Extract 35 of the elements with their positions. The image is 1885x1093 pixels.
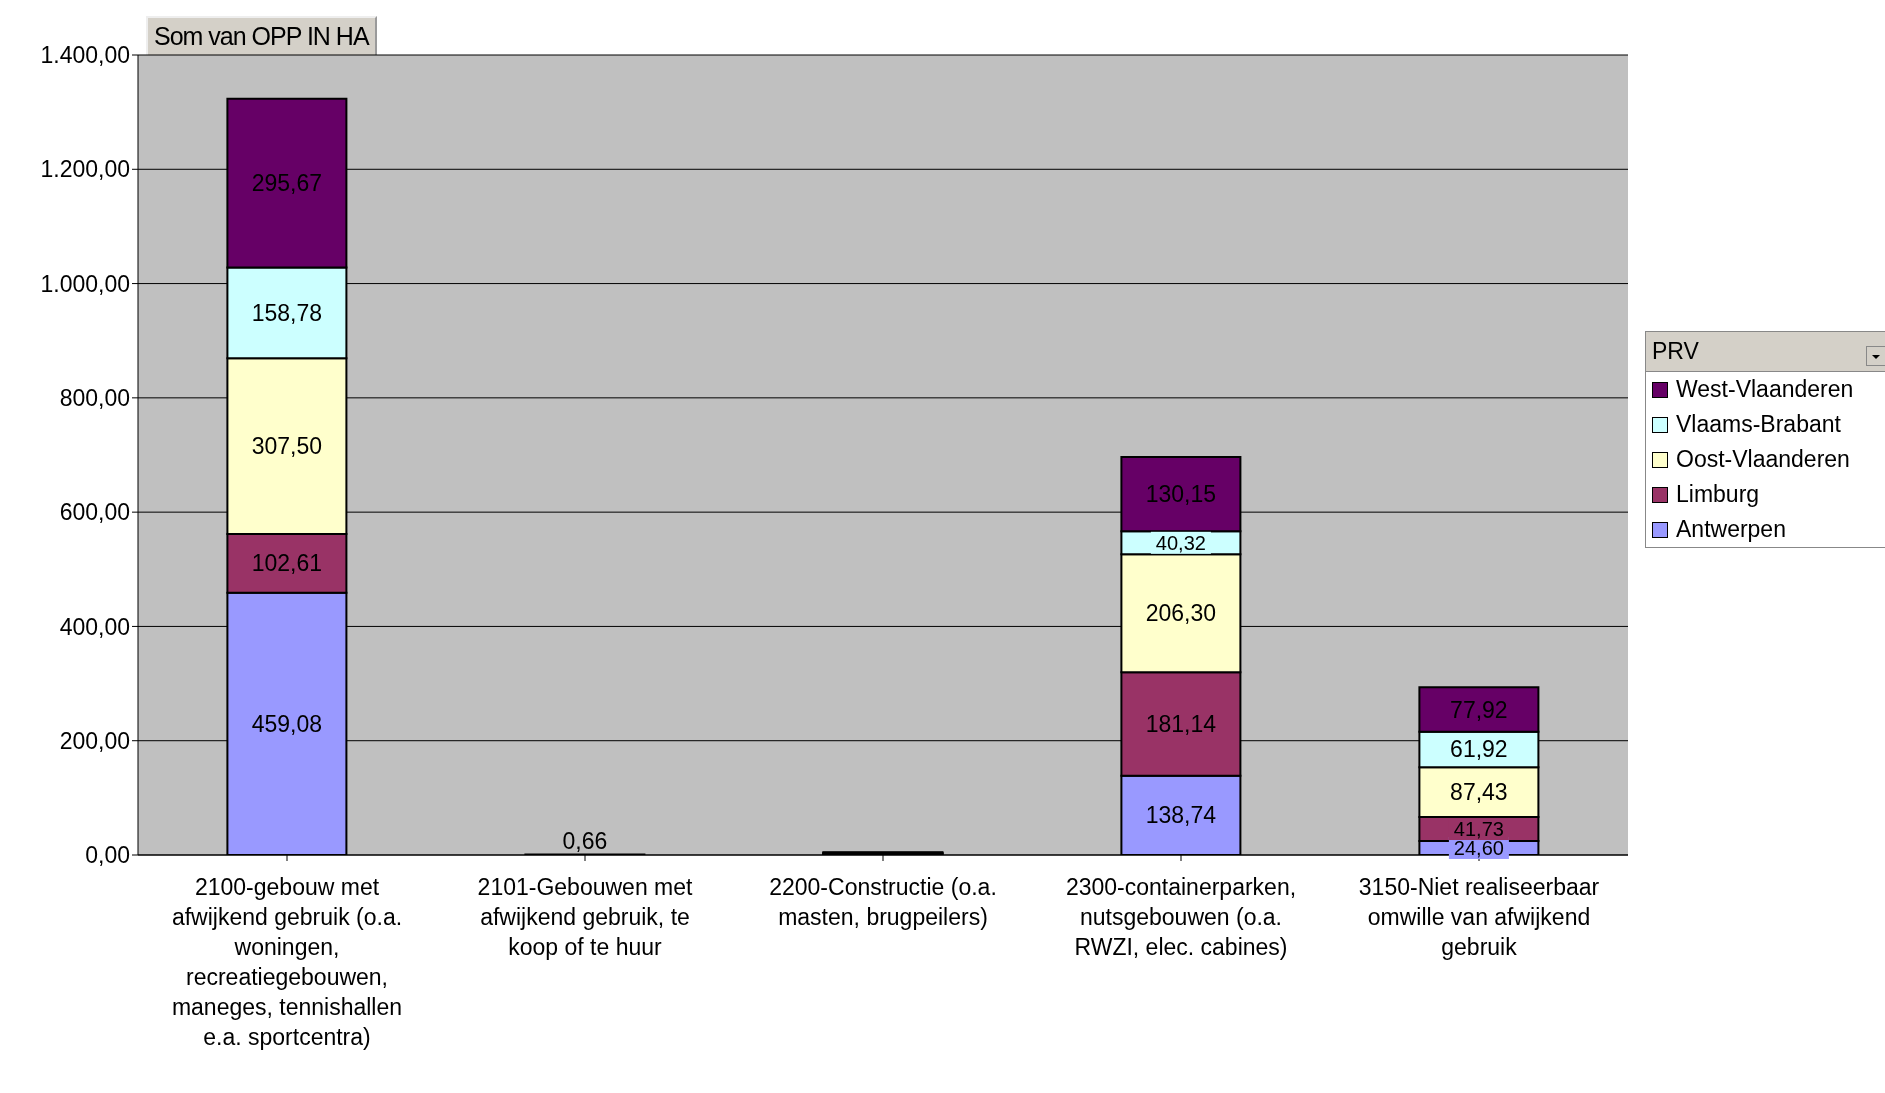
legend-label: Antwerpen <box>1676 516 1786 543</box>
data-label: 158,78 <box>251 300 323 326</box>
legend-label: West-Vlaanderen <box>1676 376 1854 403</box>
data-label: 130,15 <box>1145 481 1217 508</box>
y-tick-label: 0,00 <box>85 842 130 869</box>
y-tick-label: 400,00 <box>59 613 130 640</box>
y-tick-label: 800,00 <box>59 385 130 412</box>
data-label: 181,14 <box>1145 711 1217 738</box>
data-label: 0,66 <box>562 827 608 854</box>
data-label: 41,73 <box>1453 818 1504 841</box>
chart-title: Som van OPP IN HA <box>146 16 377 57</box>
legend-label: Oost-Vlaanderen <box>1676 446 1850 473</box>
data-label: 206,30 <box>1145 600 1217 627</box>
data-label: 138,74 <box>1145 802 1217 829</box>
data-label: 40,32 <box>1155 531 1206 554</box>
x-tick-label: 3150-Niet realiseerbaar omwille van afwijkend gebruik <box>1358 874 1600 960</box>
x-tick-label: 2100-gebouw met afwijkend gebruik (o.a. woningen, recreatiegebouwen, maneges, tennishallen e.a. sportcentra) <box>171 874 403 1050</box>
x-tick-label: 2101-Gebouwen met afwijkend gebruik, te koop of te huur <box>477 874 694 960</box>
y-tick-label: 1.200,00 <box>40 156 130 183</box>
legend-title: PRV <box>1646 332 1885 372</box>
y-tick-label: 1.000,00 <box>40 270 130 297</box>
data-label: 87,43 <box>1450 779 1508 806</box>
data-label: 77,92 <box>1450 696 1508 723</box>
data-label: 102,61 <box>251 550 323 577</box>
x-tick-label: 2300-containerparken, nutsgebouwen (o.a. RWZI, elec. cabines) <box>1065 874 1297 960</box>
legend-label: Limburg <box>1676 481 1760 508</box>
x-tick-label: 2200-Constructie (o.a. masten, brugpeilers) <box>769 874 997 930</box>
data-label: 307,50 <box>251 433 323 460</box>
y-tick-label: 1.400,00 <box>40 42 130 69</box>
data-label: 295,67 <box>251 170 323 197</box>
data-label: 459,08 <box>251 710 323 737</box>
legend-label: Vlaams-Brabant <box>1676 411 1841 438</box>
y-tick-label: 200,00 <box>59 727 130 754</box>
data-label: 61,92 <box>1450 736 1508 763</box>
y-tick-label: 600,00 <box>59 499 130 526</box>
